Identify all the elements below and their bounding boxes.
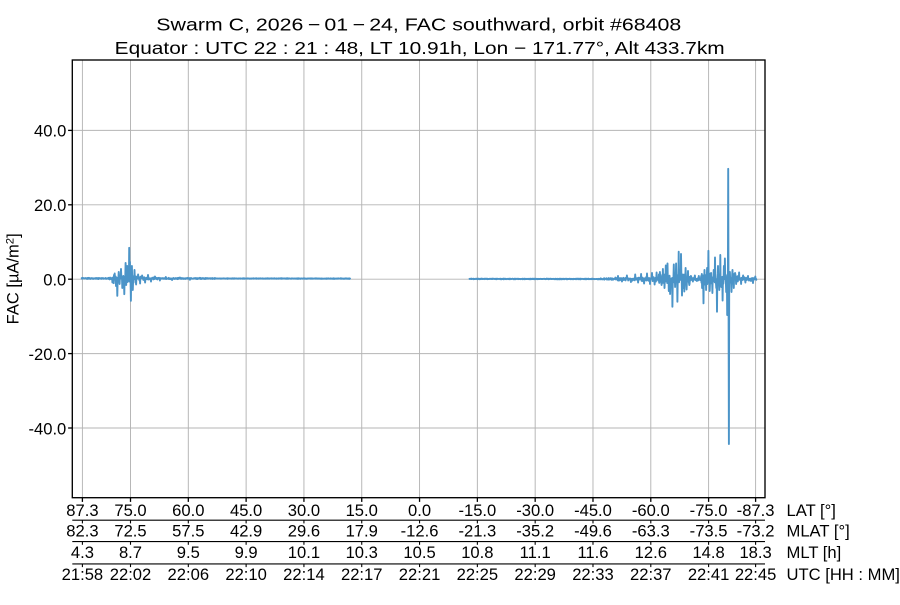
svg-text:-60.0: -60.0 bbox=[632, 501, 670, 520]
svg-text:40.0: 40.0 bbox=[34, 122, 66, 141]
svg-text:57.5: 57.5 bbox=[172, 522, 204, 541]
svg-text:Swarm C, 2026 − 01 − 24, FAC: Swarm C, 2026 − 01 − 24, FAC southward, … bbox=[156, 15, 681, 35]
svg-text:-73.2: -73.2 bbox=[737, 522, 775, 541]
svg-text:FAC [µA/m2]: FAC [µA/m2] bbox=[4, 233, 22, 324]
svg-text:22:25: 22:25 bbox=[457, 565, 499, 584]
svg-text:10.8: 10.8 bbox=[461, 543, 493, 562]
svg-text:22:14: 22:14 bbox=[283, 565, 325, 584]
svg-text:-49.6: -49.6 bbox=[574, 522, 612, 541]
svg-text:20.0: 20.0 bbox=[34, 196, 66, 215]
svg-text:22:45: 22:45 bbox=[735, 565, 777, 584]
svg-text:-20.0: -20.0 bbox=[28, 345, 66, 364]
svg-text:22:33: 22:33 bbox=[572, 565, 614, 584]
svg-text:29.6: 29.6 bbox=[288, 522, 320, 541]
svg-text:18.3: 18.3 bbox=[739, 543, 771, 562]
svg-text:21:58: 21:58 bbox=[62, 565, 104, 584]
svg-text:-12.6: -12.6 bbox=[401, 522, 439, 541]
svg-text:-21.3: -21.3 bbox=[458, 522, 496, 541]
svg-text:22:37: 22:37 bbox=[630, 565, 672, 584]
svg-text:22:06: 22:06 bbox=[168, 565, 210, 584]
svg-text:30.0: 30.0 bbox=[288, 501, 320, 520]
svg-text:-63.3: -63.3 bbox=[632, 522, 670, 541]
svg-text:14.8: 14.8 bbox=[692, 543, 724, 562]
svg-text:10.3: 10.3 bbox=[346, 543, 378, 562]
svg-text:9.5: 9.5 bbox=[177, 543, 200, 562]
svg-text:82.3: 82.3 bbox=[66, 522, 98, 541]
svg-text:-45.0: -45.0 bbox=[574, 501, 612, 520]
svg-text:UTC [HH : MM]: UTC [HH : MM] bbox=[787, 565, 900, 584]
svg-text:MLT [h]: MLT [h] bbox=[787, 543, 842, 562]
svg-text:-87.3: -87.3 bbox=[737, 501, 775, 520]
svg-text:10.5: 10.5 bbox=[403, 543, 435, 562]
svg-text:4.3: 4.3 bbox=[71, 543, 94, 562]
svg-text:72.5: 72.5 bbox=[114, 522, 146, 541]
svg-text:75.0: 75.0 bbox=[114, 501, 146, 520]
svg-text:60.0: 60.0 bbox=[172, 501, 204, 520]
svg-text:17.9: 17.9 bbox=[346, 522, 378, 541]
svg-text:9.9: 9.9 bbox=[235, 543, 258, 562]
svg-text:87.3: 87.3 bbox=[66, 501, 98, 520]
svg-text:Equator : UTC 22 : 21 : 48,: Equator : UTC 22 : 21 : 48, LT 10.91h, L… bbox=[115, 38, 725, 58]
svg-text:11.1: 11.1 bbox=[520, 543, 551, 562]
svg-text:22:41: 22:41 bbox=[688, 565, 730, 584]
svg-text:22:02: 22:02 bbox=[110, 565, 152, 584]
svg-text:10.1: 10.1 bbox=[288, 543, 320, 562]
svg-text:22:17: 22:17 bbox=[341, 565, 383, 584]
svg-text:-35.2: -35.2 bbox=[516, 522, 554, 541]
svg-text:42.9: 42.9 bbox=[230, 522, 262, 541]
svg-text:22:21: 22:21 bbox=[399, 565, 441, 584]
svg-text:22:10: 22:10 bbox=[225, 565, 267, 584]
svg-text:0.0: 0.0 bbox=[43, 271, 66, 290]
svg-text:8.7: 8.7 bbox=[119, 543, 142, 562]
svg-text:-15.0: -15.0 bbox=[458, 501, 496, 520]
svg-text:15.0: 15.0 bbox=[346, 501, 378, 520]
svg-text:MLAT [°]: MLAT [°] bbox=[787, 522, 850, 541]
svg-text:11.6: 11.6 bbox=[577, 543, 608, 562]
svg-text:-30.0: -30.0 bbox=[516, 501, 554, 520]
svg-text:-40.0: -40.0 bbox=[28, 419, 66, 438]
svg-text:22:29: 22:29 bbox=[514, 565, 556, 584]
svg-text:LAT [°]: LAT [°] bbox=[787, 501, 836, 520]
svg-text:-75.0: -75.0 bbox=[690, 501, 728, 520]
svg-text:0.0: 0.0 bbox=[408, 501, 431, 520]
svg-text:-73.5: -73.5 bbox=[690, 522, 728, 541]
svg-text:12.6: 12.6 bbox=[635, 543, 667, 562]
svg-text:45.0: 45.0 bbox=[230, 501, 262, 520]
